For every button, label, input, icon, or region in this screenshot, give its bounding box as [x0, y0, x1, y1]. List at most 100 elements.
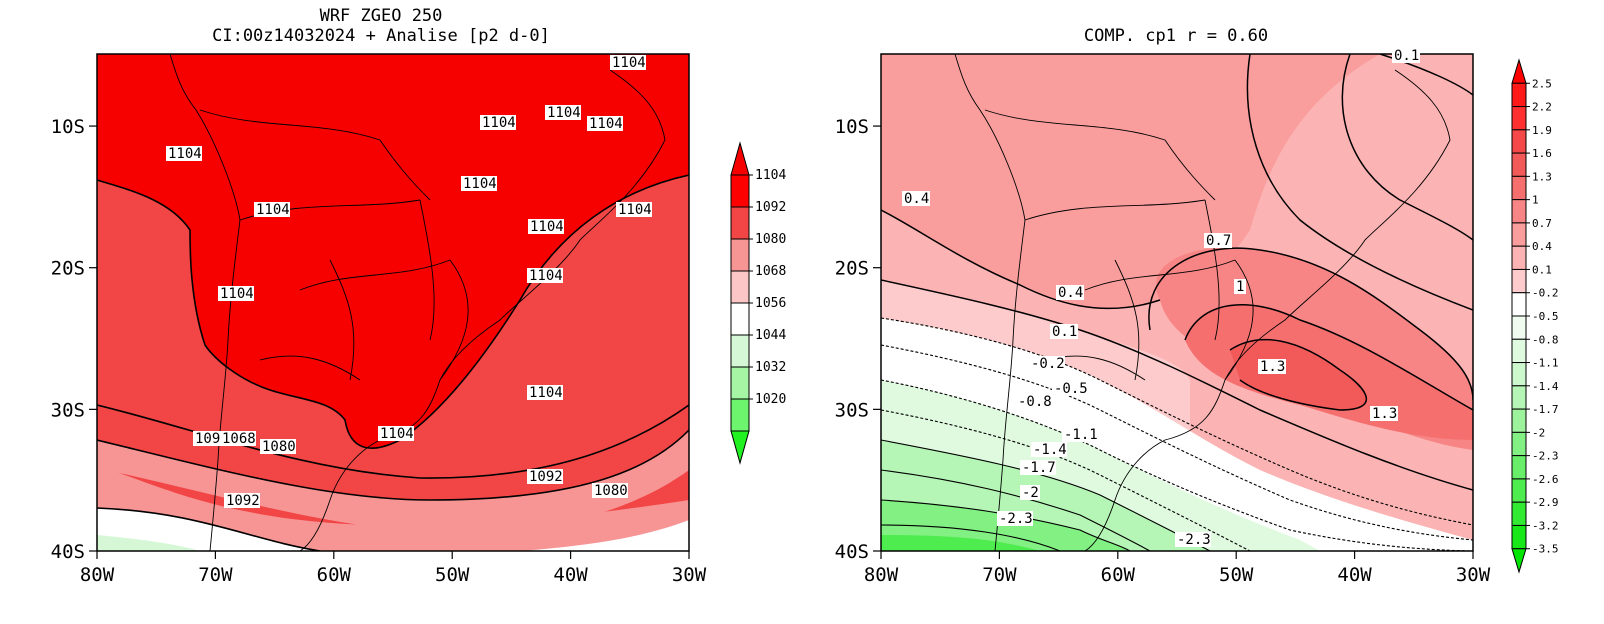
colorbar-segment: [1511, 82, 1527, 108]
contour-label-bg: [1392, 48, 1420, 63]
left-contour-1092: [97, 404, 689, 479]
contour-label: -2: [1022, 485, 1039, 501]
colorbar-segment: [1511, 501, 1527, 526]
colorbar-segment: [1511, 245, 1527, 270]
left-colorbar: 1104 1092 1080 1068 1056 1044 1032 1020: [730, 141, 786, 465]
left-lon-labels: 80W 70W 60W 50W 40W 30W: [80, 551, 707, 586]
right-title: COMP. cp1 r = 0.60: [1084, 26, 1268, 46]
right-solid-neg-contours: [881, 439, 1211, 551]
contour-label: 1080: [262, 439, 296, 455]
right-map-fill: [881, 54, 1473, 551]
colorbar-segment: [1511, 315, 1527, 340]
right-panel: COMP. cp1 r = 0.60: [835, 26, 1559, 586]
left-fill-1104: [97, 54, 689, 449]
contour-label: -0.2: [1031, 356, 1065, 372]
colorbar-label: 1080: [755, 232, 786, 247]
contour-label: 1104: [529, 268, 563, 284]
colorbar-label: 1104: [755, 168, 786, 183]
colorbar-segment: [1511, 431, 1527, 457]
contour-label-bg: [902, 191, 930, 206]
colorbar-segment: [1511, 338, 1527, 364]
colorbar-label: 1020: [755, 392, 786, 407]
right-dashed-contours: [881, 317, 1473, 551]
contour-label-bg: [480, 115, 516, 130]
lat-label: 30S: [51, 399, 85, 421]
contour-label: -2.3: [999, 511, 1033, 527]
contour-label: 1068: [222, 431, 256, 447]
colorbar-segment: [730, 302, 750, 336]
contour-label-bg: [1204, 233, 1232, 248]
left-contour-1104: [97, 174, 689, 449]
colorbar-segment: [1511, 199, 1527, 224]
contour-label-bg: [220, 431, 256, 446]
contour-label: 1104: [168, 146, 202, 162]
colorbar-segment: [1511, 175, 1527, 201]
lon-label: 60W: [317, 564, 352, 586]
contour-label: 1.3: [1372, 406, 1397, 422]
right-contour-0.4-outer: [1246, 54, 1473, 311]
right-contour-0.7: [1148, 247, 1473, 401]
contour-label-bg: [592, 483, 628, 498]
right-contour-neg6: [881, 469, 1151, 551]
contour-label: 1104: [463, 176, 497, 192]
colorbar-label: -1.7: [1532, 403, 1559, 416]
contour-label-bg: [997, 511, 1033, 526]
right-contour-neg1: [881, 317, 1473, 526]
contour-label-bg: [218, 286, 254, 301]
left-borders: [199, 109, 469, 381]
contour-label-bg: [1370, 406, 1398, 421]
right-frame: [880, 53, 1474, 552]
left-fill-1044: [97, 535, 200, 551]
colorbar-top-arrow: [1511, 58, 1527, 84]
contour-label: 1104: [618, 202, 652, 218]
colorbar-label: 1056: [755, 296, 786, 311]
contour-label-bg: [166, 146, 202, 161]
colorbar-segment: [1511, 106, 1527, 131]
left-lat-labels: 10S 20S 30S 40S: [51, 116, 97, 563]
contour-label-bg: [1234, 279, 1246, 294]
contour-label: 0.4: [904, 191, 929, 207]
contour-label: 1080: [594, 483, 628, 499]
contour-label: 0.1: [1052, 324, 1077, 340]
right-coastlines: [954, 54, 1451, 551]
colorbar-label: -0.8: [1532, 333, 1559, 346]
colorbar-segment: [730, 270, 750, 304]
contour-label: 1104: [612, 55, 646, 71]
left-map-fill: [97, 54, 689, 551]
colorbar-segment: [1511, 385, 1527, 410]
colorbar-segment: [730, 206, 750, 240]
colorbar-segment: [730, 238, 750, 272]
contour-label: -1.1: [1064, 427, 1098, 443]
contour-label: 0.1: [1394, 48, 1419, 64]
contour-label: 1104: [380, 426, 414, 442]
contour-label: 1104: [220, 286, 254, 302]
left-title-line2: CI:00z14032024 + Analise [p2 d-0]: [212, 26, 550, 46]
contour-label: 1092: [529, 469, 563, 485]
contour-label-bg: [545, 105, 581, 120]
left-frame: [96, 53, 690, 552]
lon-label: 40W: [553, 564, 588, 586]
contour-label-bg: [260, 439, 296, 454]
contour-label-bg: [587, 116, 623, 131]
colorbar-bottom-arrow: [730, 430, 750, 465]
right-colorbar: 2.5 2.2 1.9 1.6 1.3 1 0.7 0.4 0.1 -0.2 -0.5 -0.8 -1.…: [1511, 58, 1559, 574]
lat-label: 20S: [51, 258, 85, 280]
colorbar-label: -3.5: [1532, 543, 1559, 556]
colorbar-label: -2: [1532, 426, 1545, 439]
contour-label: -0.8: [1018, 394, 1052, 410]
contour-label: -1.7: [1022, 460, 1056, 476]
lon-label: 40W: [1337, 564, 1372, 586]
lon-label: 80W: [80, 564, 115, 586]
contour-label-bg: [1029, 356, 1065, 371]
right-contour-neg5: [881, 439, 1211, 551]
contour-label: 1104: [530, 219, 564, 235]
lon-label: 50W: [435, 564, 470, 586]
contour-label-bg: [1056, 285, 1084, 300]
right-contour-neg2: [881, 344, 1473, 541]
colorbar-label: -0.2: [1532, 287, 1559, 300]
contour-label-bg: [1031, 442, 1067, 457]
right-coast-pacific: [954, 54, 1026, 551]
colorbar-label: 1.9: [1532, 124, 1552, 137]
contour-label: -1.4: [1033, 442, 1067, 458]
